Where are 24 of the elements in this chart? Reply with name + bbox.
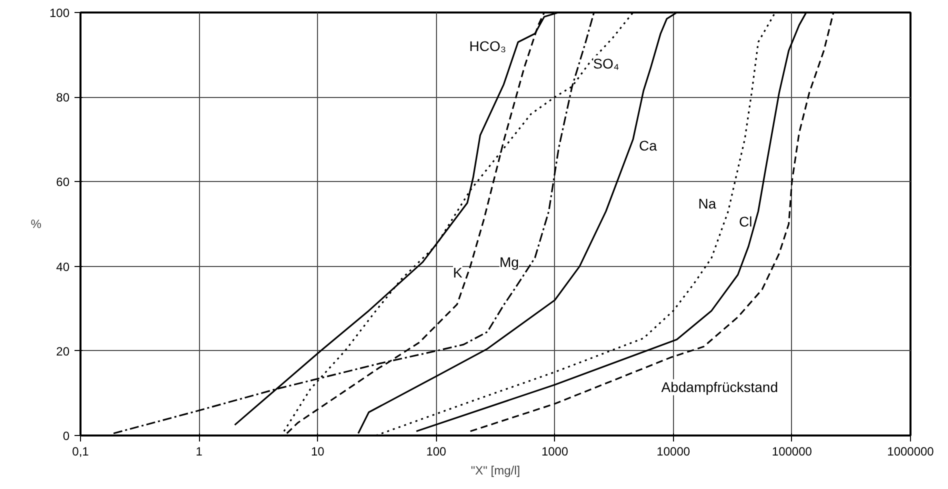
x-tick-label: 10000 [656,444,690,458]
y-tick-label: 80 [56,90,70,105]
x-tick-label: 1 [196,444,203,458]
series-label: K [453,264,463,280]
y-tick-label: 20 [56,344,70,358]
series-label: Abdampfrückstand [661,379,778,396]
series-label: HCO₃ [469,38,506,54]
series-label: Mg [499,254,519,270]
series-label: SO₄ [593,55,620,72]
y-tick-label: 60 [56,175,70,190]
series-label: Ca [639,137,658,154]
x-tick-label: 100 [426,444,447,458]
series-label: Cl [739,213,752,230]
x-axis-title: "X" [mg/l] [470,464,520,478]
y-axis-title: % [30,217,42,231]
y-tick-label: 40 [56,260,70,274]
x-tick-label: 100000 [772,444,812,458]
y-tick-label: 0 [62,429,70,443]
x-tick-label: 1000000 [887,444,934,458]
x-tick-label: 10 [310,444,325,458]
y-tick-label: 100 [49,6,70,20]
x-tick-label: 0,1 [72,444,90,458]
series-label: Na [698,195,716,212]
x-tick-label: 1000 [541,444,568,458]
